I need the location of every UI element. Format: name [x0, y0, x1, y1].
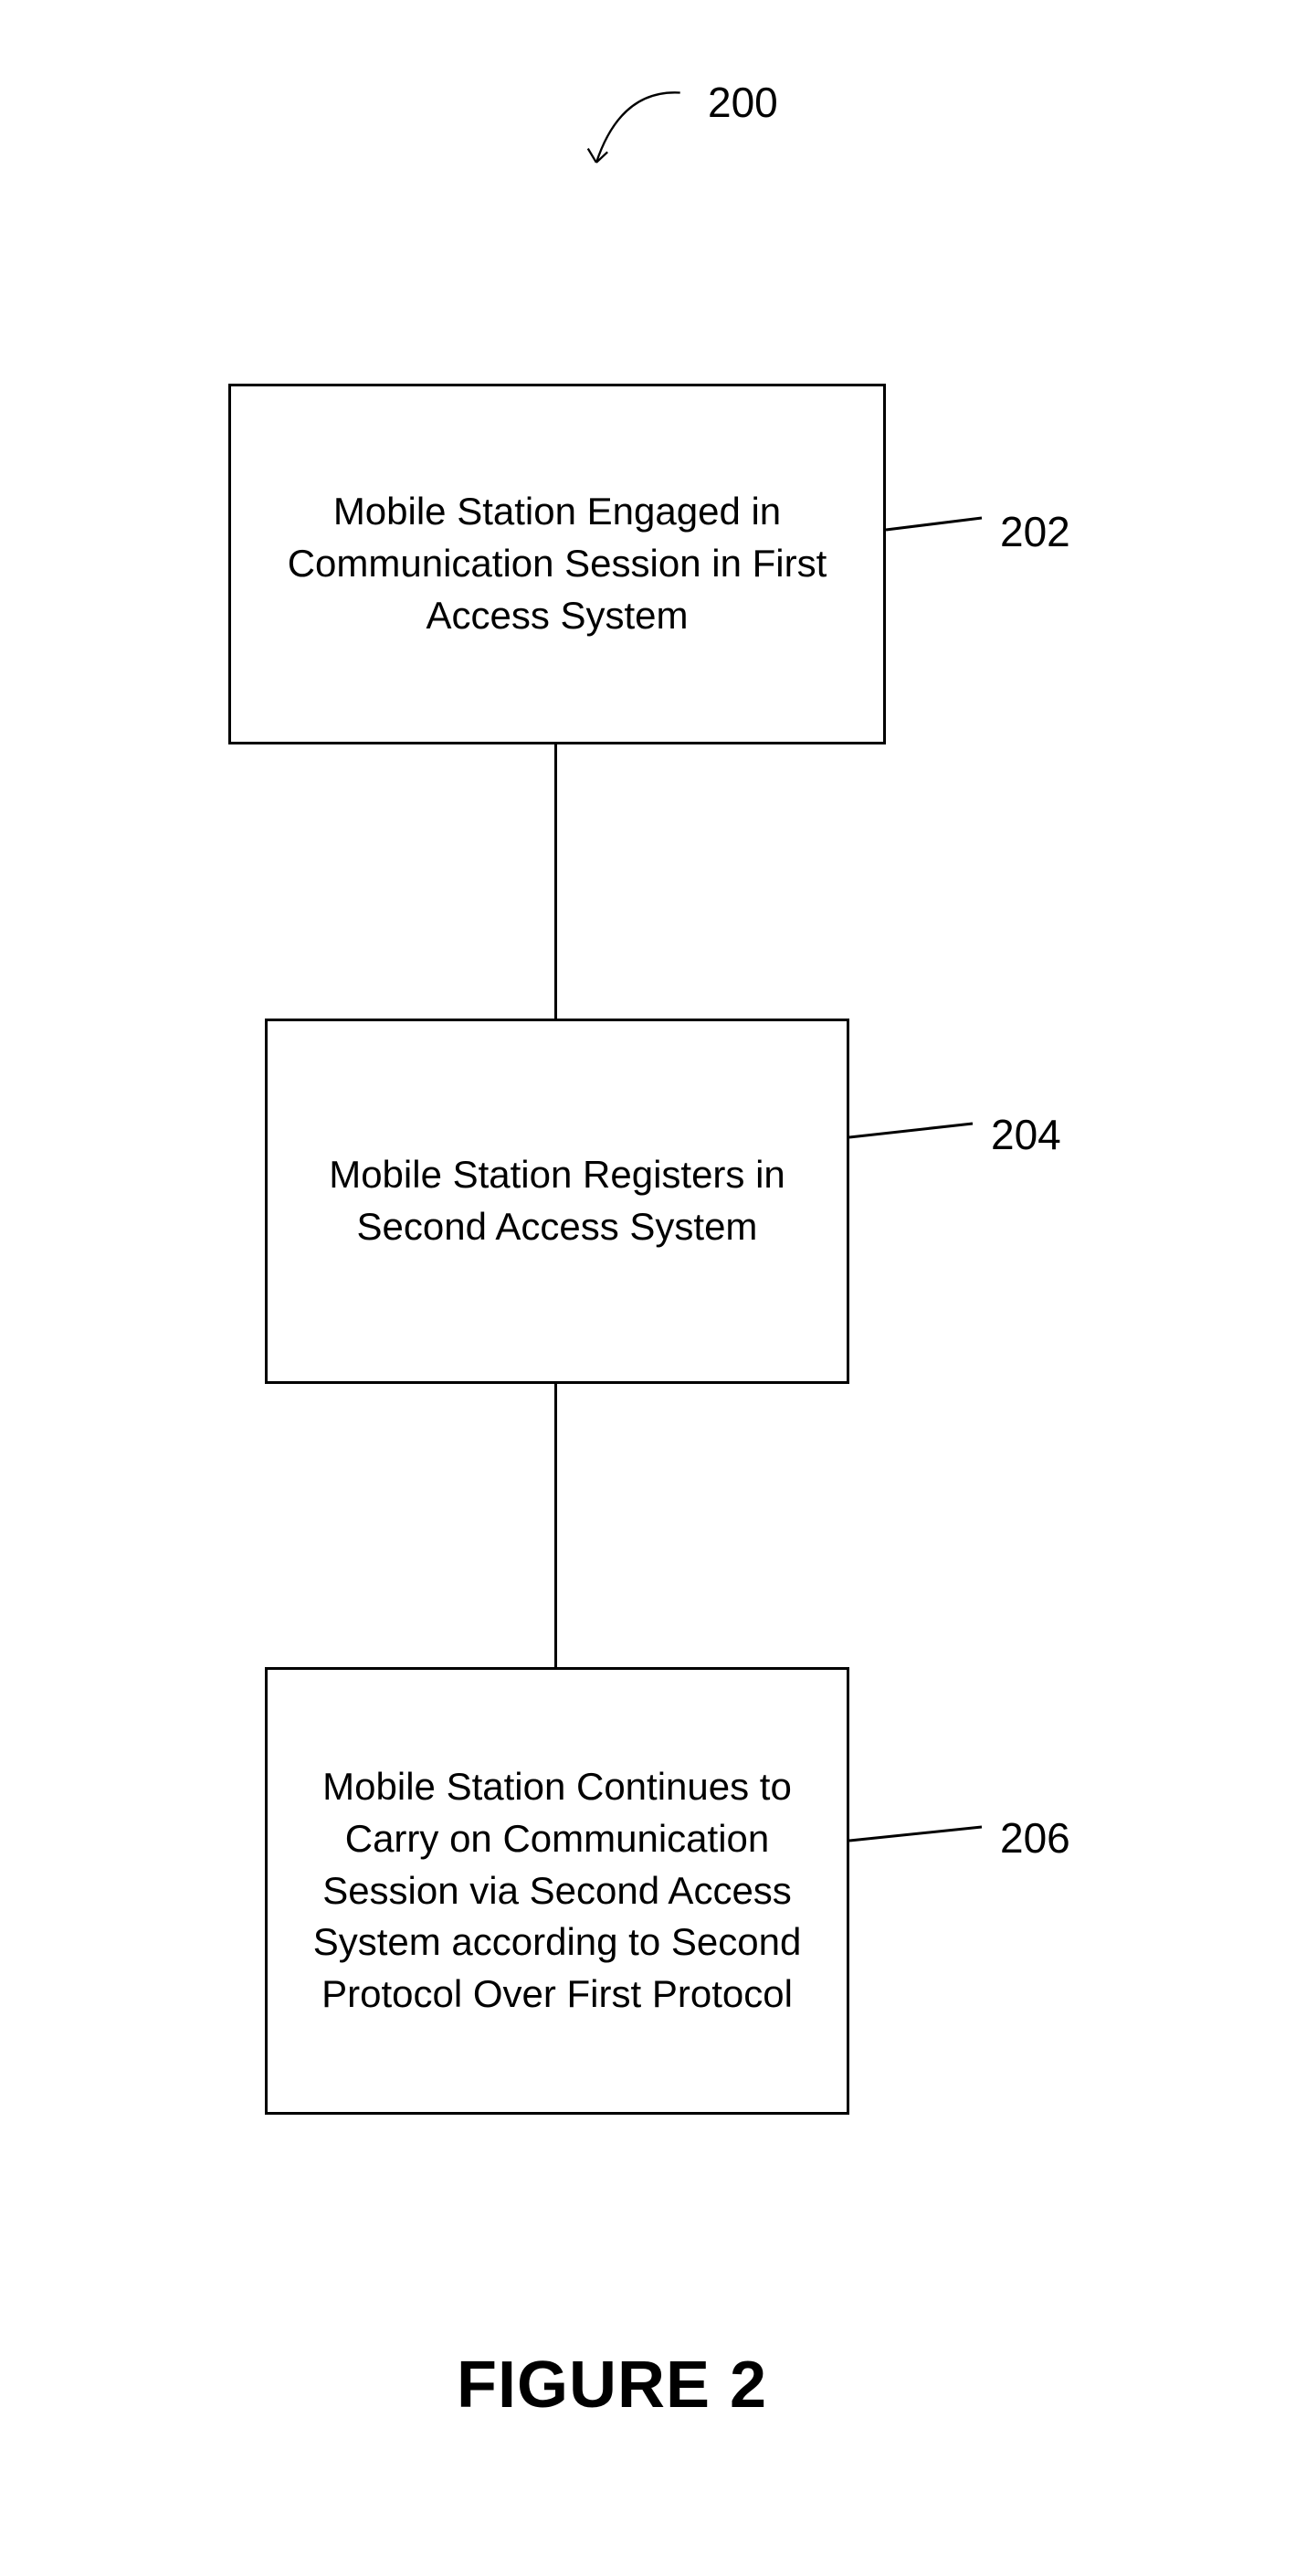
flow-step-202-text: Mobile Station Engaged inCommunication S… — [288, 486, 827, 641]
overall-ref-label: 200 — [708, 78, 778, 127]
overall-ref-arrow — [557, 82, 712, 201]
ref-label-204: 204 — [991, 1110, 1061, 1159]
flow-step-204: Mobile Station Registers inSecond Access… — [265, 1019, 849, 1384]
flow-step-202: Mobile Station Engaged inCommunication S… — [228, 384, 886, 744]
ref-leader-206 — [0, 0, 1, 1]
ref-label-206: 206 — [1000, 1813, 1070, 1863]
flow-connector-202-204 — [554, 744, 557, 1019]
flow-step-206: Mobile Station Continues toCarry on Comm… — [265, 1667, 849, 2115]
flow-step-204-text: Mobile Station Registers inSecond Access… — [329, 1149, 785, 1252]
flow-connector-204-206 — [554, 1384, 557, 1667]
ref-label-202: 202 — [1000, 507, 1070, 556]
figure-caption: FIGURE 2 — [457, 2348, 767, 2423]
flow-step-206-text: Mobile Station Continues toCarry on Comm… — [313, 1761, 802, 2020]
